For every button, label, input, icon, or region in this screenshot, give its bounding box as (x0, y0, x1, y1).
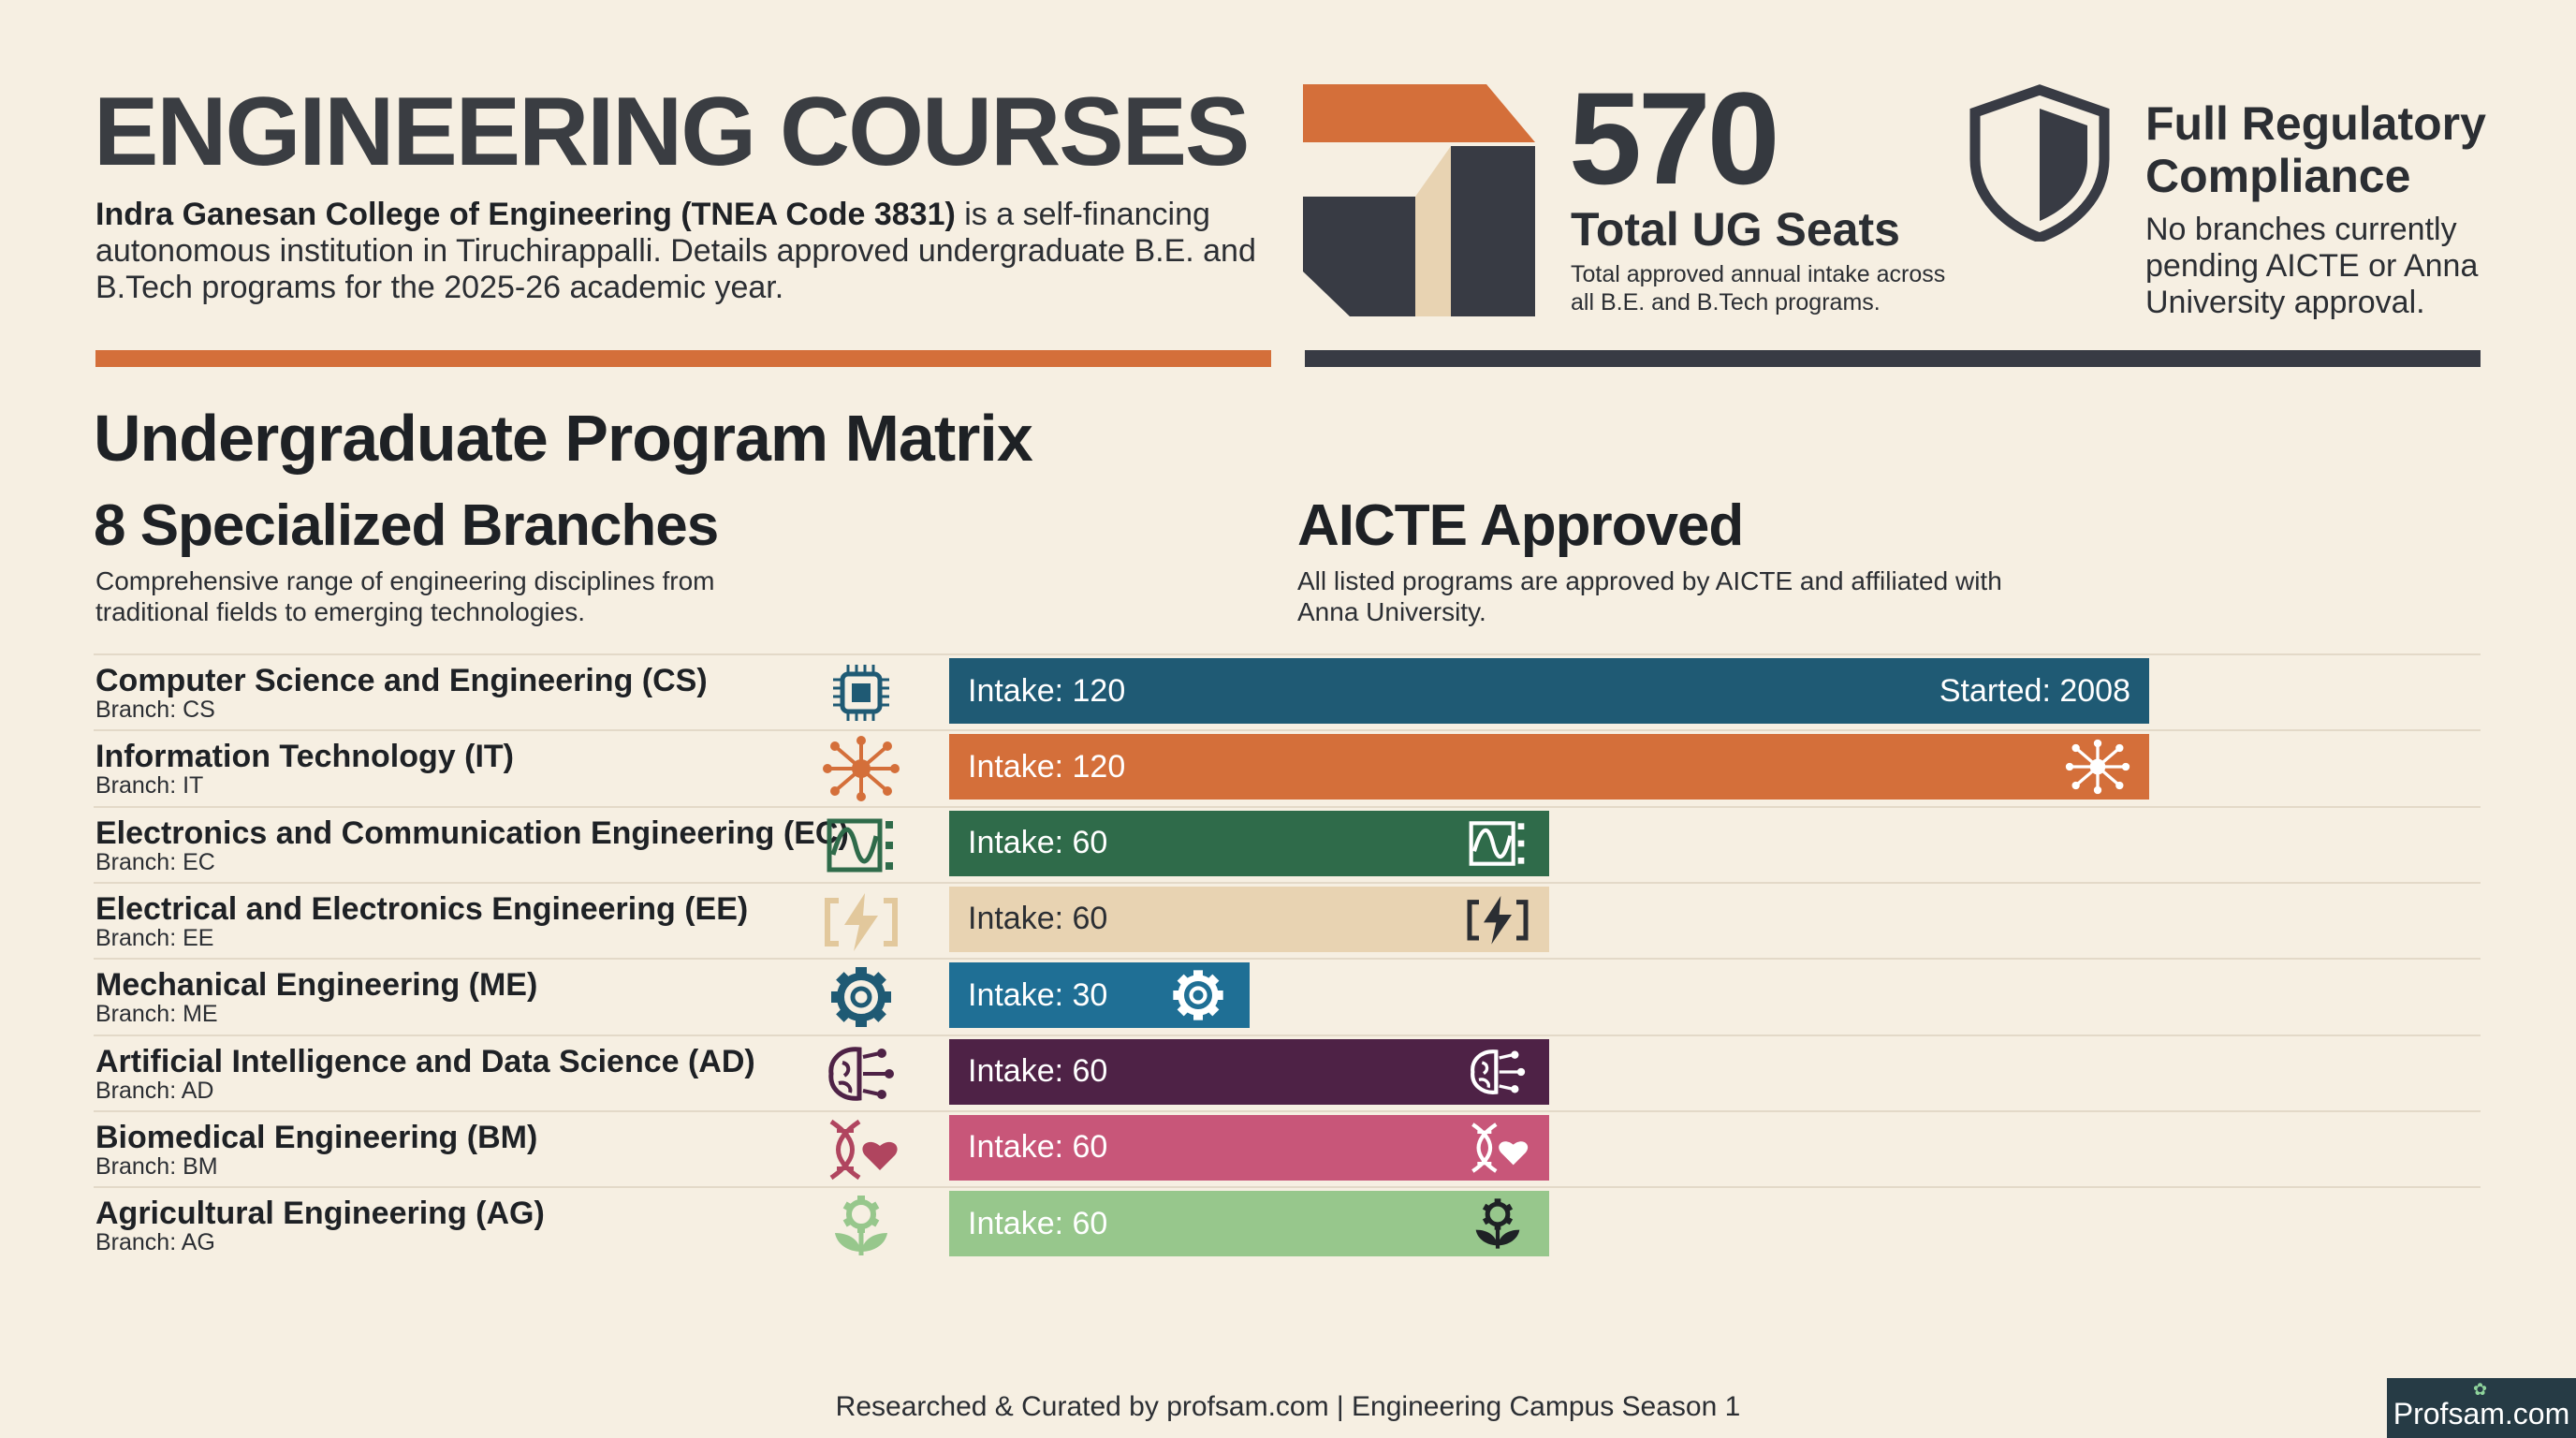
divider-orange (95, 350, 1271, 367)
program-name: Agricultural Engineering (AG) (95, 1196, 545, 1232)
intake-value-label: Intake: 120 (968, 672, 1126, 709)
row-divider (94, 881, 2481, 884)
row-divider (94, 958, 2481, 961)
program-branch: Branch: AG (95, 1229, 215, 1256)
program-name: Electronics and Communication Engineerin… (95, 814, 849, 851)
intake-value-label: Intake: 60 (968, 1205, 1108, 1241)
waveform-icon (822, 811, 900, 880)
waveform-bar-icon (1465, 814, 1530, 873)
footer-credit: Researched & Curated by profsam.com | En… (835, 1391, 1741, 1422)
intake-bar: Intake: 60 (949, 1114, 1549, 1181)
intake-value-label: Intake: 60 (968, 901, 1108, 937)
program-branch: Branch: CS (95, 697, 215, 723)
intake-bar: Intake: 30 (949, 962, 1250, 1029)
row-divider (94, 1109, 2481, 1112)
college-name: Indra Ganesan College of Engineering (TN… (95, 197, 956, 232)
intake-bar: Intake: 60 (949, 886, 1549, 952)
intake-bar: Intake: 60 (949, 810, 1549, 876)
row-divider (94, 805, 2481, 808)
program-branch: Branch: BM (95, 1152, 218, 1180)
intake-value-label: Intake: 60 (968, 825, 1108, 861)
chip-icon (822, 658, 900, 727)
started-year-label: Started: 2008 (1939, 672, 2130, 709)
intake-value-label: Intake: 120 (968, 748, 1126, 785)
program-branch: Branch: IT (95, 772, 204, 800)
program-name: Computer Science and Engineering (CS) (95, 663, 708, 698)
aicte-desc: All listed programs are approved by AICT… (1297, 566, 2002, 626)
intake-bar: Intake: 120 (949, 734, 2149, 800)
network-icon (822, 734, 900, 803)
intake-value-label: Intake: 60 (968, 1129, 1108, 1166)
branches-desc: Comprehensive range of engineering disci… (95, 566, 715, 626)
branches-title: 8 Specialized Branches (94, 493, 719, 558)
total-seats-label: Total UG Seats (1571, 203, 1900, 256)
compliance-title: Full Regulatory Compliance (2145, 97, 2486, 202)
program-name: Electrical and Electronics Engineering (… (95, 890, 749, 927)
program-name: Biomedical Engineering (BM) (95, 1119, 538, 1155)
gear-bar-icon (1165, 966, 1231, 1024)
program-name: Mechanical Engineering (ME) (95, 967, 538, 1004)
brand-text: Profsam.com (2393, 1397, 2570, 1431)
network-bar-icon (2065, 738, 2130, 796)
dna-heart-bar-icon (1465, 1119, 1530, 1177)
intro-text: is a self-financing autonomous instituti… (95, 197, 1256, 305)
row-divider (94, 653, 2481, 655)
seats-logo-icon (1303, 84, 1535, 316)
page-title: ENGINEERING COURSES (94, 78, 1250, 186)
total-seats-number: 570 (1569, 65, 1780, 212)
brain-icon (822, 1039, 900, 1108)
lightning-icon (822, 887, 900, 956)
intake-bar: Intake: 60 (949, 1191, 1549, 1257)
dna-heart-icon (822, 1115, 900, 1184)
program-branch: Branch: AD (95, 1077, 214, 1104)
plant-gear-icon (822, 1191, 900, 1260)
program-branch: Branch: EE (95, 924, 214, 951)
intro-paragraph: Indra Ganesan College of Engineering (TN… (95, 197, 1256, 306)
aicte-title: AICTE Approved (1297, 493, 1744, 558)
intake-value-label: Intake: 60 (968, 1053, 1108, 1089)
intake-value-label: Intake: 30 (968, 976, 1108, 1013)
program-branch: Branch: EC (95, 848, 215, 875)
gear-icon (822, 962, 900, 1032)
program-branch: Branch: ME (95, 1001, 218, 1028)
brand-logo-icon: ✿ (2473, 1380, 2488, 1399)
shield-icon (1969, 84, 2110, 242)
intake-bar: Intake: 120 Started: 2008 (949, 658, 2149, 724)
brain-bar-icon (1465, 1043, 1530, 1101)
matrix-title: Undergraduate Program Matrix (94, 402, 1033, 475)
lightning-bar-icon (1465, 890, 1530, 948)
row-divider (94, 1186, 2481, 1189)
program-name: Artificial Intelligence and Data Science… (95, 1043, 755, 1079)
total-seats-desc: Total approved annual intake across all … (1571, 261, 1946, 315)
compliance-desc: No branches currently pending AICTE or A… (2145, 212, 2479, 320)
brand-badge[interactable]: ✿ Profsam.com (2387, 1378, 2576, 1438)
intake-bar: Intake: 60 (949, 1038, 1549, 1105)
plant-gear-bar-icon (1465, 1195, 1530, 1253)
row-divider (94, 729, 2481, 732)
divider-dark (1305, 350, 2481, 367)
row-divider (94, 1034, 2481, 1036)
program-name: Information Technology (IT) (95, 739, 514, 775)
